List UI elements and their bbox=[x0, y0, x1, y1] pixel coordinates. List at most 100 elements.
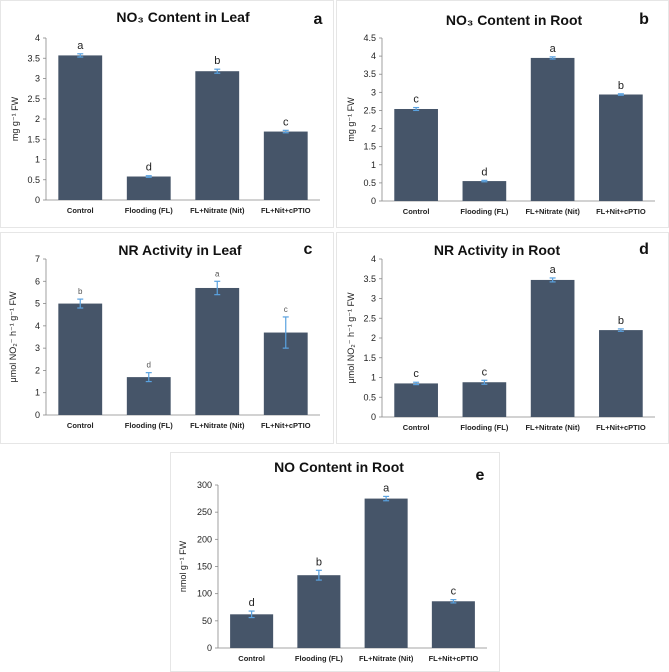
y-tick-label: 300 bbox=[197, 480, 212, 490]
x-category-label: Flooding (FL) bbox=[460, 423, 508, 432]
y-tick-label: 2.5 bbox=[27, 94, 40, 104]
y-tick-label: 250 bbox=[197, 507, 212, 517]
y-tick-label: 2.5 bbox=[363, 313, 376, 323]
bar-1 bbox=[394, 383, 438, 417]
y-tick-label: 150 bbox=[197, 562, 212, 572]
significance-letter: c bbox=[451, 586, 457, 598]
chart-title: NO₃ Content in Root bbox=[446, 12, 583, 28]
panel-letter: b bbox=[639, 11, 649, 28]
bar-2 bbox=[126, 176, 171, 200]
bar-3 bbox=[195, 71, 240, 201]
y-tick-label: 3.5 bbox=[363, 274, 376, 284]
significance-letter: b bbox=[78, 287, 83, 296]
x-category-label: FL+Nit+cPTIO bbox=[596, 423, 646, 432]
y-tick-label: 5 bbox=[35, 299, 40, 309]
panel-frame bbox=[0, 0, 334, 228]
significance-letter: a bbox=[215, 269, 220, 278]
x-category-label: FL+Nitrate (Nit) bbox=[190, 421, 245, 430]
y-tick-label: 1.5 bbox=[363, 142, 376, 152]
bar-3 bbox=[195, 287, 240, 415]
x-category-label: FL+Nit+cPTIO bbox=[596, 207, 646, 216]
y-tick-label: 0.5 bbox=[363, 178, 376, 188]
y-tick-label: 3.5 bbox=[27, 53, 40, 63]
y-tick-label: 0 bbox=[35, 410, 40, 420]
bar-2 bbox=[297, 575, 341, 648]
x-category-label: Control bbox=[403, 423, 430, 432]
significance-letter: c bbox=[283, 116, 289, 128]
bar-2 bbox=[462, 382, 507, 417]
y-tick-label: 50 bbox=[202, 616, 212, 626]
y-tick-label: 0.5 bbox=[27, 175, 40, 185]
significance-letter: a bbox=[550, 43, 557, 55]
significance-letter: d bbox=[249, 597, 255, 609]
y-tick-label: 0 bbox=[371, 412, 376, 422]
x-category-label: Flooding (FL) bbox=[460, 207, 508, 216]
chart-panel-a: NO₃ Content in Leaf a 0 0.5 1 1.5 2 2.5 3 3.5 4 mg … bbox=[0, 0, 334, 228]
y-tick-label: 4.5 bbox=[363, 33, 376, 43]
y-tick-label: 1 bbox=[371, 373, 376, 383]
x-category-label: FL+Nitrate (Nit) bbox=[190, 206, 245, 215]
bar-1 bbox=[58, 55, 103, 200]
x-category-label: FL+Nit+cPTIO bbox=[429, 654, 479, 663]
y-axis-label: mg g⁻¹ FW bbox=[346, 97, 356, 142]
y-tick-label: 100 bbox=[197, 589, 212, 599]
bar-2 bbox=[462, 181, 507, 201]
x-category-label: Flooding (FL) bbox=[125, 206, 173, 215]
y-tick-label: 3 bbox=[35, 74, 40, 84]
significance-letter: a bbox=[77, 40, 84, 52]
x-category-label: FL+Nitrate (Nit) bbox=[525, 207, 580, 216]
y-tick-label: 3 bbox=[371, 294, 376, 304]
x-category-label: Control bbox=[67, 421, 94, 430]
y-tick-label: 4 bbox=[371, 254, 376, 264]
chart-title: NO Content in Root bbox=[274, 459, 404, 475]
y-tick-label: 1 bbox=[371, 160, 376, 170]
x-category-label: FL+Nit+cPTIO bbox=[261, 206, 311, 215]
bar-3 bbox=[530, 57, 575, 201]
significance-letter: b bbox=[214, 55, 220, 67]
x-category-label: Control bbox=[67, 206, 94, 215]
panel-letter: a bbox=[314, 11, 323, 28]
bar-1 bbox=[230, 614, 274, 648]
significance-letter: a bbox=[550, 264, 557, 276]
y-tick-label: 2 bbox=[371, 124, 376, 134]
y-tick-label: 2 bbox=[35, 114, 40, 124]
bar-4 bbox=[431, 601, 475, 648]
significance-letter: d bbox=[146, 162, 152, 174]
bar-3 bbox=[530, 279, 575, 417]
x-category-label: Control bbox=[403, 207, 430, 216]
significance-letter: b bbox=[618, 80, 624, 92]
y-tick-label: 6 bbox=[35, 276, 40, 286]
chart-title: NR Activity in Root bbox=[434, 242, 561, 258]
panel-letter: c bbox=[304, 241, 313, 258]
bar-2 bbox=[126, 377, 171, 415]
chart-title: NO₃ Content in Leaf bbox=[116, 9, 250, 25]
bar-4 bbox=[599, 94, 643, 201]
significance-letter: a bbox=[383, 482, 390, 494]
y-axis-label: mg g⁻¹ FW bbox=[10, 96, 20, 141]
significance-letter: d bbox=[147, 361, 151, 370]
x-category-label: Flooding (FL) bbox=[295, 654, 343, 663]
y-tick-label: 0 bbox=[207, 643, 212, 653]
y-tick-label: 0 bbox=[35, 195, 40, 205]
y-axis-label: μmol NO₂⁻ h⁻¹ g⁻¹ FW bbox=[8, 291, 18, 382]
chart-panel-b: NO₃ Content in Root b 0 0.5 1 1.5 2 2.5 3 3.5 4 4.5… bbox=[336, 0, 669, 228]
y-tick-label: 3 bbox=[35, 343, 40, 353]
bar-3 bbox=[364, 498, 408, 648]
y-tick-label: 2 bbox=[371, 333, 376, 343]
chart-panel-c: NR Activity in Leaf c 0 1 2 3 4 5 6 7 μmol NO₂⁻ h⁻… bbox=[0, 232, 334, 444]
y-tick-label: 2.5 bbox=[363, 105, 376, 115]
y-tick-label: 1 bbox=[35, 388, 40, 398]
y-tick-label: 3 bbox=[371, 87, 376, 97]
bar-1 bbox=[394, 108, 438, 201]
x-category-label: FL+Nitrate (Nit) bbox=[525, 423, 580, 432]
panel-letter: d bbox=[639, 241, 649, 258]
significance-letter: c bbox=[413, 94, 419, 106]
chart-panel-e: NO Content in Root e 0 50 100 150 200 250 300 nmo… bbox=[170, 452, 500, 672]
y-tick-label: 0 bbox=[371, 196, 376, 206]
significance-letter: b bbox=[316, 556, 322, 568]
y-tick-label: 3.5 bbox=[363, 69, 376, 79]
significance-letter: c bbox=[284, 305, 288, 314]
y-tick-label: 1 bbox=[35, 155, 40, 165]
y-tick-label: 200 bbox=[197, 534, 212, 544]
